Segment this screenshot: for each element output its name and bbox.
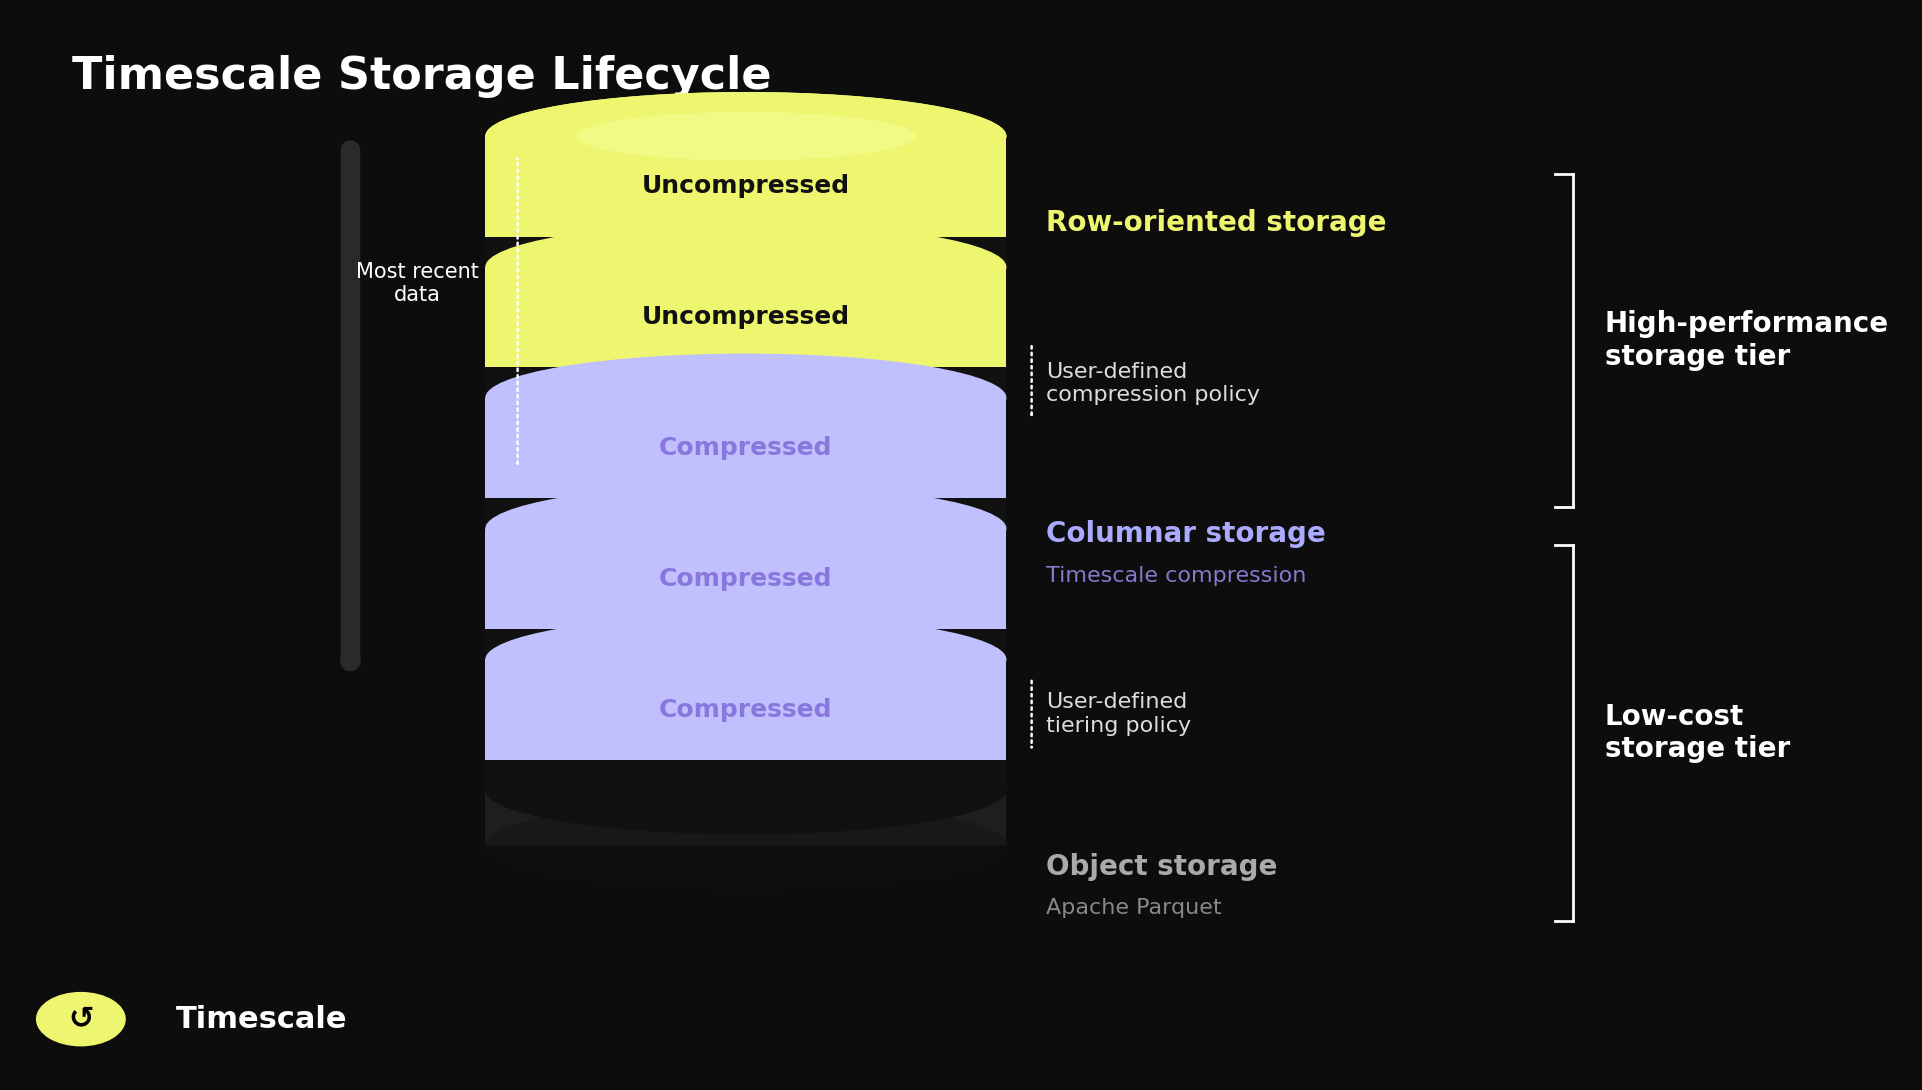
Ellipse shape bbox=[484, 746, 1007, 835]
Text: Timescale: Timescale bbox=[177, 1005, 348, 1033]
Polygon shape bbox=[484, 237, 1007, 267]
Ellipse shape bbox=[484, 353, 1007, 443]
Circle shape bbox=[37, 992, 125, 1046]
Ellipse shape bbox=[577, 112, 915, 160]
Ellipse shape bbox=[484, 222, 1007, 312]
Polygon shape bbox=[484, 659, 1007, 760]
Ellipse shape bbox=[484, 92, 1007, 181]
Ellipse shape bbox=[484, 453, 1007, 543]
Ellipse shape bbox=[484, 192, 1007, 281]
Polygon shape bbox=[484, 529, 1007, 629]
Text: Timescale compression: Timescale compression bbox=[1046, 566, 1307, 585]
Text: Columnar storage: Columnar storage bbox=[1046, 520, 1326, 548]
Text: Timescale Storage Lifecycle: Timescale Storage Lifecycle bbox=[71, 54, 771, 97]
Text: Low-cost
storage tier: Low-cost storage tier bbox=[1605, 703, 1789, 763]
Polygon shape bbox=[484, 790, 1007, 845]
Text: User-defined
compression policy: User-defined compression policy bbox=[1046, 362, 1261, 405]
Ellipse shape bbox=[484, 584, 1007, 674]
Text: Row-oriented storage: Row-oriented storage bbox=[1046, 209, 1386, 238]
Ellipse shape bbox=[484, 484, 1007, 573]
Ellipse shape bbox=[484, 353, 1007, 443]
Ellipse shape bbox=[484, 746, 1007, 835]
Polygon shape bbox=[484, 367, 1007, 398]
Ellipse shape bbox=[484, 715, 1007, 804]
Text: User-defined
tiering policy: User-defined tiering policy bbox=[1046, 692, 1192, 736]
Polygon shape bbox=[484, 760, 1007, 790]
Polygon shape bbox=[484, 760, 1007, 790]
Text: Compressed: Compressed bbox=[659, 436, 832, 460]
Ellipse shape bbox=[484, 92, 1007, 181]
Text: Most recent
data: Most recent data bbox=[356, 262, 479, 305]
Ellipse shape bbox=[484, 615, 1007, 704]
Ellipse shape bbox=[484, 715, 1007, 804]
Text: Uncompressed: Uncompressed bbox=[642, 174, 850, 198]
Ellipse shape bbox=[484, 222, 1007, 312]
Text: Uncompressed: Uncompressed bbox=[642, 305, 850, 329]
Polygon shape bbox=[484, 498, 1007, 529]
Polygon shape bbox=[484, 136, 1007, 237]
Polygon shape bbox=[484, 398, 1007, 498]
Ellipse shape bbox=[484, 800, 1007, 889]
Polygon shape bbox=[484, 267, 1007, 367]
Text: ↺: ↺ bbox=[67, 1005, 94, 1033]
Text: Object storage: Object storage bbox=[1046, 852, 1278, 881]
Polygon shape bbox=[484, 629, 1007, 659]
Ellipse shape bbox=[484, 615, 1007, 704]
Text: Compressed: Compressed bbox=[673, 808, 819, 827]
Text: High-performance
storage tier: High-performance storage tier bbox=[1605, 311, 1889, 371]
Ellipse shape bbox=[484, 484, 1007, 573]
Text: Compressed: Compressed bbox=[659, 698, 832, 722]
Ellipse shape bbox=[484, 746, 1007, 835]
Text: Compressed: Compressed bbox=[659, 567, 832, 591]
Ellipse shape bbox=[484, 323, 1007, 412]
Text: Apache Parquet: Apache Parquet bbox=[1046, 898, 1222, 918]
